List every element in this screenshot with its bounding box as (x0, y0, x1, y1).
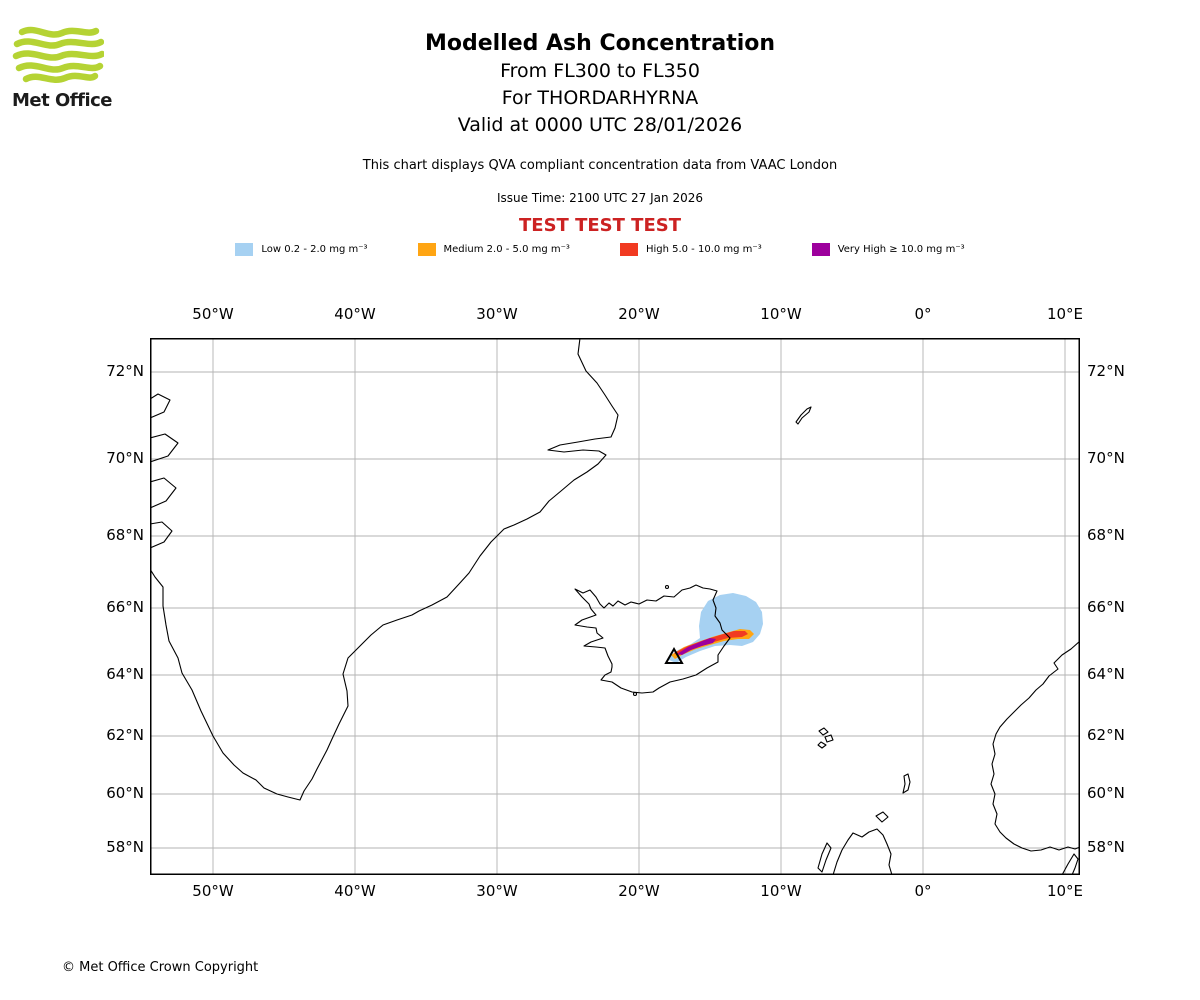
legend-label: Low 0.2 - 2.0 mg m⁻³ (261, 244, 368, 255)
legend-label: High 5.0 - 10.0 mg m⁻³ (645, 244, 762, 255)
lon-label: 40°W (334, 305, 376, 323)
lon-label: 50°W (192, 882, 234, 900)
lat-label: 68°N (1087, 526, 1125, 544)
medium-swatch (417, 243, 436, 256)
jan-mayen-coast (795, 406, 812, 425)
island (632, 691, 638, 697)
hebrides-islands (817, 842, 832, 873)
volcano-line: For THORDARHYRNA (501, 87, 699, 109)
graticule (150, 338, 1080, 875)
map (149, 337, 1081, 876)
lat-label: 68°N (106, 526, 144, 544)
greenland-west-fjords (149, 521, 173, 549)
lat-label: 66°N (1087, 598, 1125, 616)
island (664, 584, 670, 590)
lat-label: 60°N (106, 784, 144, 802)
legend-label: Medium 2.0 - 5.0 mg m⁻³ (443, 244, 570, 255)
lat-label: 72°N (106, 362, 144, 380)
coastlines (149, 337, 1081, 876)
lon-label: 10°W (760, 305, 802, 323)
lon-label: 20°W (618, 882, 660, 900)
greenland-west-fjords (149, 393, 171, 419)
lon-label: 30°W (476, 882, 518, 900)
lat-label: 70°N (106, 449, 144, 467)
map-frame (150, 338, 1080, 875)
norway-coast (990, 640, 1081, 852)
faroe-islands (817, 741, 827, 749)
lat-label: 64°N (106, 665, 144, 683)
flight-level-line: From FL300 to FL350 (500, 60, 700, 82)
shetland-islands (902, 773, 911, 794)
legend-item-low: Low 0.2 - 2.0 mg m⁻³ (235, 243, 368, 256)
lat-label: 62°N (1087, 726, 1125, 744)
lon-label: 40°W (334, 882, 376, 900)
faroe-islands (818, 727, 829, 736)
high-swatch (619, 243, 638, 256)
lon-label: 10°W (760, 882, 802, 900)
legend-item-high: High 5.0 - 10.0 mg m⁻³ (619, 243, 762, 256)
lon-label: 50°W (192, 305, 234, 323)
lon-label: 0° (914, 882, 932, 900)
very-high-swatch (811, 243, 830, 256)
lon-label: 20°W (618, 305, 660, 323)
lat-label: 64°N (1087, 665, 1125, 683)
logo-waves-icon (12, 26, 106, 83)
faroe-islands (824, 734, 834, 743)
qva-description: This chart displays QVA compliant concen… (362, 158, 838, 173)
plume-very-high (677, 638, 716, 655)
legend-item-medium: Medium 2.0 - 5.0 mg m⁻³ (417, 243, 570, 256)
volcano-marker-icon (664, 646, 684, 664)
test-banner: TEST TEST TEST (519, 215, 681, 236)
lat-label: 62°N (106, 726, 144, 744)
greenland-west-fjords (149, 477, 177, 509)
lat-label: 58°N (1087, 838, 1125, 856)
lat-label: 60°N (1087, 784, 1125, 802)
copyright-notice: © Met Office Crown Copyright (62, 960, 259, 975)
greenland-west-fjords (149, 433, 179, 463)
scotland-coast (832, 828, 893, 876)
lon-label: 10°E (1046, 882, 1084, 900)
page-title: Modelled Ash Concentration (424, 31, 776, 56)
valid-time-line: Valid at 0000 UTC 28/01/2026 (457, 114, 743, 136)
title-block: Modelled Ash Concentration From FL300 to… (0, 30, 1200, 139)
lon-label: 30°W (476, 305, 518, 323)
lat-label: 58°N (106, 838, 144, 856)
met-office-logo: Met Office (12, 24, 122, 111)
greenland-coast (149, 337, 619, 801)
lat-label: 72°N (1087, 362, 1125, 380)
map-canvas (149, 337, 1081, 876)
low-swatch (235, 243, 254, 256)
orkney-islands (875, 811, 889, 823)
lon-label: 0° (914, 305, 932, 323)
logo-wordmark: Met Office (12, 90, 113, 111)
iceland-coast (574, 584, 731, 694)
legend: Low 0.2 - 2.0 mg m⁻³ Medium 2.0 - 5.0 mg… (0, 243, 1200, 256)
legend-item-very-high: Very High ≥ 10.0 mg m⁻³ (811, 243, 965, 256)
issue-time: Issue Time: 2100 UTC 27 Jan 2026 (497, 191, 703, 205)
lat-label: 66°N (106, 598, 144, 616)
lon-label: 10°E (1046, 305, 1084, 323)
lat-label: 70°N (1087, 449, 1125, 467)
denmark-coast (1061, 853, 1079, 876)
ash-plume (667, 593, 763, 663)
legend-label: Very High ≥ 10.0 mg m⁻³ (837, 244, 965, 255)
